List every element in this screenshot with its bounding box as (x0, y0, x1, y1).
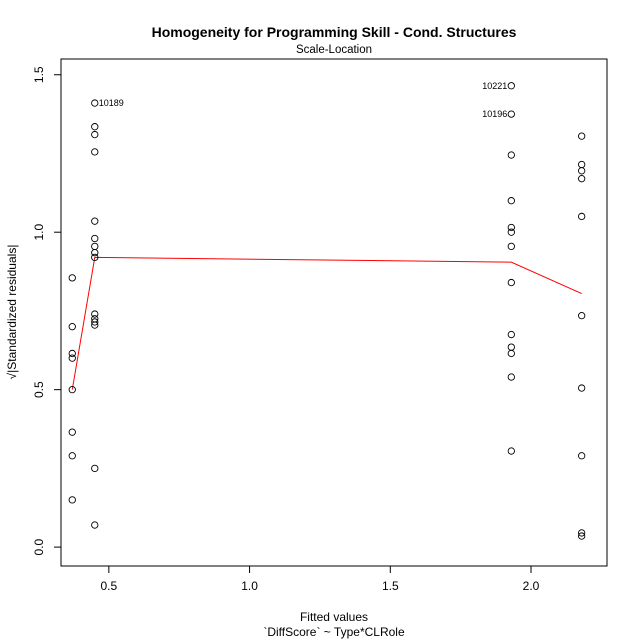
x-axis-label: Fitted values (300, 610, 368, 624)
data-point (578, 160, 586, 169)
data-point (91, 217, 99, 225)
data-point (507, 447, 515, 455)
data-point (578, 452, 586, 460)
data-point (507, 330, 515, 339)
x-axis: 0.5 1.0 1.5 2.0 (101, 565, 540, 593)
point-annotations: 10189 10221 10196 (99, 81, 508, 119)
data-point (507, 223, 515, 232)
data-point (507, 151, 515, 159)
data-point (507, 242, 515, 251)
data-point (91, 321, 99, 329)
data-point (578, 532, 586, 540)
data-point (91, 253, 99, 262)
x-tick-label: 1.0 (241, 579, 258, 593)
plot-frame (60, 58, 608, 567)
smoother-line (71, 256, 582, 390)
data-point (68, 386, 76, 394)
data-point (507, 82, 515, 90)
data-point (91, 130, 99, 139)
data-point (68, 349, 76, 358)
point-label: 10189 (99, 98, 124, 108)
data-point (578, 132, 586, 140)
data-point (507, 343, 515, 351)
residual-points (68, 82, 586, 540)
x-tick-label: 1.5 (382, 579, 399, 593)
data-point (578, 384, 586, 392)
chart-subtitle: Scale-Location (296, 44, 372, 56)
data-point (507, 349, 515, 358)
data-point (578, 212, 586, 221)
data-point (91, 123, 99, 131)
data-point (68, 323, 76, 331)
data-point (68, 452, 76, 460)
data-point (578, 175, 586, 183)
point-label: 10221 (482, 81, 507, 91)
y-tick-label: 1.5 (32, 66, 46, 83)
data-point (68, 428, 76, 436)
data-point (91, 310, 99, 318)
y-axis-label: √|Standardized residuals| (5, 245, 19, 380)
point-label: 10196 (482, 109, 507, 119)
data-point (578, 167, 586, 175)
y-tick-label: 0.5 (32, 381, 46, 398)
data-point (578, 311, 586, 320)
y-tick-label: 1.0 (32, 224, 46, 241)
data-point (91, 521, 99, 529)
data-point (91, 234, 99, 243)
y-axis: 0.0 0.5 1.0 1.5 (32, 66, 62, 555)
data-point (91, 99, 99, 107)
data-point (507, 228, 515, 236)
x-tick-label: 2.0 (523, 579, 540, 593)
data-point (91, 464, 99, 473)
data-point (578, 529, 586, 537)
y-tick-label: 0.0 (32, 538, 46, 555)
data-point (91, 249, 99, 257)
data-point (507, 278, 515, 287)
data-point (68, 496, 76, 504)
data-point (91, 242, 99, 251)
x-tick-label: 0.5 (101, 579, 118, 593)
chart-title: Homogeneity for Programming Skill - Cond… (152, 24, 517, 40)
data-point (507, 110, 515, 118)
data-point (68, 274, 76, 282)
data-point (91, 148, 99, 156)
data-point (91, 318, 99, 326)
x-axis-sublabel: `DiffScore` ~ Type*CLRole (263, 625, 405, 639)
data-point (68, 354, 76, 362)
data-point (507, 373, 515, 381)
data-point (507, 197, 515, 205)
